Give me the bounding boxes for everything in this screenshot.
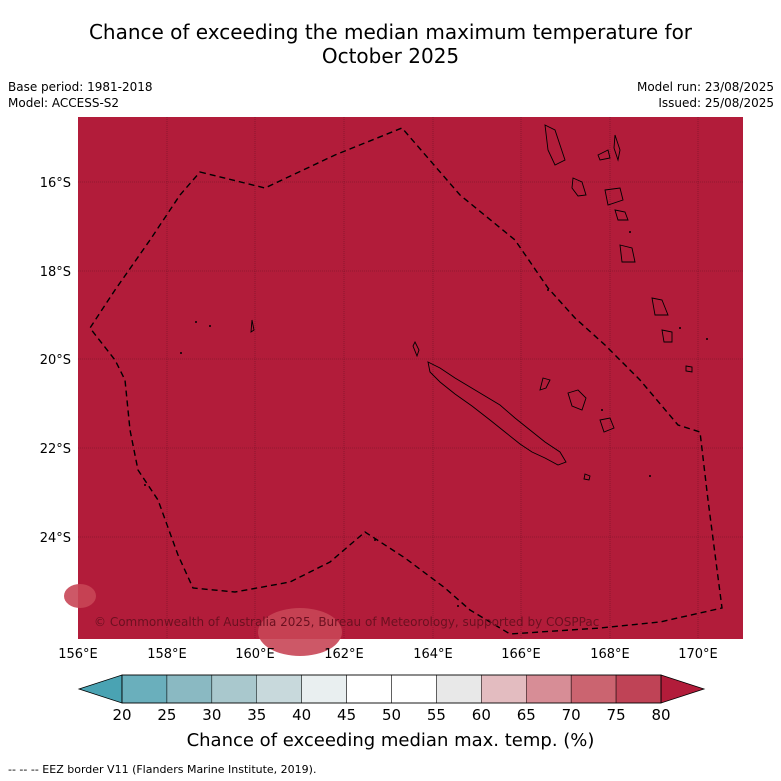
colorbar-tick-label: 20	[112, 706, 131, 724]
lon-label: 160°E	[235, 647, 275, 662]
colorbar-tick-label: 75	[607, 706, 626, 724]
lon-label: 158°E	[147, 647, 187, 662]
colorbar-tick-label: 25	[157, 706, 176, 724]
colorbar-tick-label: 65	[517, 706, 536, 724]
island-espiritu-santo	[544, 124, 566, 166]
lon-label: 162°E	[324, 647, 364, 662]
island-isle-of-pines	[583, 473, 591, 481]
meta-left: Base period: 1981-2018 Model: ACCESS-S2	[8, 79, 153, 111]
colorbar-bin	[436, 674, 482, 704]
title-line-1: Chance of exceeding the median maximum t…	[88, 20, 693, 44]
colorbar-tick-label: 35	[247, 706, 266, 724]
coastlines	[250, 124, 693, 481]
eez-border	[89, 127, 723, 635]
island-ambrym	[604, 187, 624, 206]
model-run: Model run: 23/08/2025	[636, 80, 774, 94]
lon-label: 166°E	[501, 647, 541, 662]
island-malekula	[571, 177, 587, 197]
lon-label: 164°E	[413, 647, 453, 662]
island-new-caledonia	[427, 361, 567, 466]
gridlines	[78, 117, 743, 639]
island-central-islet	[250, 319, 255, 333]
colorbar-bin	[301, 674, 347, 704]
island-tanna	[651, 297, 669, 316]
lat-labels: 16°S 18°S 20°S 22°S 24°S	[40, 176, 71, 546]
lat-label: 16°S	[40, 176, 71, 191]
colorbar-frame	[121, 674, 662, 704]
island-belep	[412, 340, 420, 358]
colorbar-tick-label: 30	[202, 706, 221, 724]
issued-date: Issued: 25/08/2025	[658, 96, 774, 110]
island-efate	[614, 209, 629, 221]
base-period: Base period: 1981-2018	[8, 80, 153, 94]
lat-label: 20°S	[40, 353, 71, 368]
title-line-2: October 2025	[321, 44, 460, 68]
colorbar-tick-label: 40	[292, 706, 311, 724]
lighter-patch	[64, 584, 96, 608]
footer-legend: -- -- -- EEZ border V11 (Flanders Marine…	[8, 763, 317, 776]
colorbar-low-extend	[77, 674, 123, 704]
colorbar-high-extend	[660, 674, 706, 704]
colorbar-tick-label: 50	[382, 706, 401, 724]
map-panel	[78, 117, 743, 639]
islet-dots	[144, 231, 708, 607]
colorbar-bin	[256, 674, 302, 704]
colorbar-bin	[615, 674, 662, 704]
colorbar-bin	[570, 674, 617, 704]
island-southeast-islet	[685, 365, 693, 373]
colorbar-tick-label: 55	[427, 706, 446, 724]
map-title: Chance of exceeding the median maximum t…	[0, 20, 781, 68]
island-lifou	[567, 389, 587, 411]
lon-label: 168°E	[590, 647, 630, 662]
island-ouvea	[539, 377, 551, 391]
colorbar-tick-label: 60	[472, 706, 491, 724]
colorbar-tick-label: 80	[651, 706, 670, 724]
copyright-text: © Commonwealth of Australia 2025, Bureau…	[94, 615, 599, 629]
colorbar-bin	[166, 674, 213, 704]
lat-label: 18°S	[40, 265, 71, 280]
meta-right: Model run: 23/08/2025 Issued: 25/08/2025	[637, 79, 774, 111]
colorbar-bin	[346, 674, 392, 704]
island-pentecost	[613, 134, 621, 162]
lon-label: 170°E	[678, 647, 718, 662]
lon-label: 156°E	[58, 647, 98, 662]
colorbar-bin	[121, 674, 168, 704]
model-name: Model: ACCESS-S2	[8, 96, 120, 110]
colorbar-tick-label: 45	[337, 706, 356, 724]
colorbar-bin	[211, 674, 257, 704]
island-erromango	[619, 244, 636, 263]
colorbar-title: Chance of exceeding median max. temp. (%…	[186, 730, 595, 751]
lighter-patch	[258, 608, 342, 656]
colorbar-bin	[526, 674, 572, 704]
lat-label: 22°S	[40, 442, 71, 457]
colorbar-bin	[391, 674, 437, 704]
colorbar: 20 25 30 35 40 45 50 55 60 65 70 75 80	[77, 674, 706, 724]
lon-labels: 156°E 158°E 160°E 162°E 164°E 166°E 168°…	[58, 647, 718, 662]
colorbar-bin	[481, 674, 527, 704]
island-aneityum	[661, 329, 673, 343]
lat-label: 24°S	[40, 531, 71, 546]
colorbar-tick-label: 70	[562, 706, 581, 724]
island-vanuatu-north	[597, 149, 611, 161]
island-mare	[599, 417, 615, 433]
